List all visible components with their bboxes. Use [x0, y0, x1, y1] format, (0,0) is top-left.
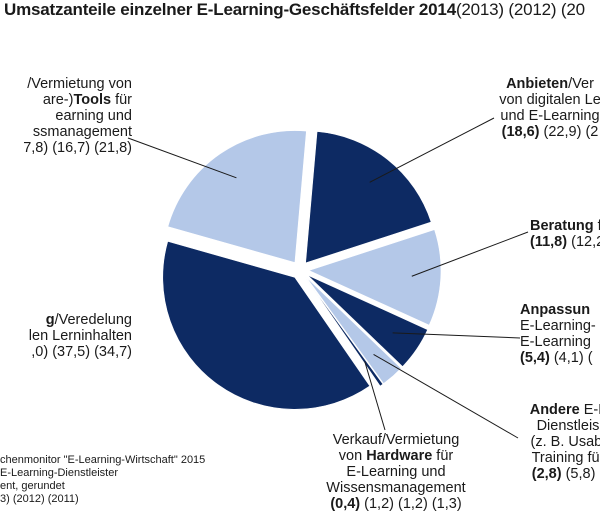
slice-label-line: (11,8) (12,2 [530, 234, 600, 250]
slice-label-anbieten: Anbieten/Ver von digitalen Le und E-Learni… [480, 76, 600, 140]
slice-label-line: Training für [518, 450, 600, 466]
slice-label-text: von [338, 448, 367, 464]
slice-label-line: (18,6) (22,9) (2 [480, 124, 600, 140]
slice-label-line: are-)Tools für [0, 92, 132, 108]
slice-label-bold-text: (2,8) [531, 466, 562, 482]
slice-label-bold-text: (0,4) [330, 496, 361, 512]
slice-label-text: Dienstleis [536, 418, 600, 434]
slice-label-beratung: Beratung f(11,8) (12,2 [530, 218, 600, 250]
leader-line-andere [373, 353, 519, 439]
leader-line-hardware [364, 361, 386, 431]
slice-label-bold-text: g [45, 312, 55, 328]
slice-label-text: 7,8) (16,7) (21,8) [23, 140, 132, 156]
slice-label-text: len Lerninhalten [28, 328, 132, 344]
slice-label-text: (z. B. Usabi [530, 434, 600, 450]
slice-label-line: ,0) (37,5) (34,7) [0, 344, 132, 360]
slice-label-line: (5,4) (4,1) ( [520, 350, 596, 366]
slice-label-text: ,0) (37,5) (34,7) [31, 344, 132, 360]
slice-label-bold-text: (18,6) [501, 124, 540, 140]
slice-label-text: (12,2 [571, 234, 600, 250]
source-note: chenmonitor "E-Learning-Wirtschaft" 2015… [0, 454, 205, 506]
slice-label-text: earning und [55, 108, 132, 124]
slice-label-bold-text: Beratung [530, 218, 594, 234]
leader-line-anpassung [392, 332, 521, 339]
slice-label-bold-text: Hardware [366, 448, 433, 464]
slice-label-line: g/Veredelung [0, 312, 132, 328]
slice-label-line: (2,8) (5,8) ( [518, 466, 600, 482]
slice-label-bold-text: (5,4) [520, 350, 550, 366]
slice-label-line: Beratung f [530, 218, 600, 234]
chart-title-main: Umsatzanteile einzelner E-Learning-Gesch… [4, 0, 456, 19]
slice-label-line: len Lerninhalten [0, 328, 132, 344]
slice-label-text: (1,2) (1,2) (1,3) [360, 496, 462, 512]
slice-label-text: /Vermietung von [27, 76, 132, 92]
slice-label-line: earning und [0, 108, 132, 124]
slice-label-line: Wissensmanagement [316, 480, 476, 496]
slice-label-line: E-Learning und [316, 464, 476, 480]
slice-label-text: (4,1) ( [549, 350, 593, 366]
slice-label-line: Dienstleis [518, 418, 600, 434]
slice-label-line: und E-Learning [480, 108, 600, 124]
slice-label-text: (5,8) ( [561, 466, 600, 482]
slice-label-anpassung: Anpassun E-Learning- E-Learning (5,4) (4,1)… [520, 302, 596, 366]
slice-label-andere: Andere E-LDienstleis(z. B. UsabiTraining… [518, 402, 600, 482]
slice-label-line: Andere E-L [518, 402, 600, 418]
pie-slice-erstellung [162, 241, 371, 410]
chart-title: Umsatzanteile einzelner E-Learning-Gesch… [4, 0, 600, 20]
slice-label-line: Anbieten/Ver [480, 76, 600, 92]
slice-label-tools: /Vermietung von are-)Tools für earning und… [0, 76, 132, 156]
slice-label-line: (0,4) (1,2) (1,2) (1,3) [316, 496, 476, 512]
slice-label-line: ssmanagement [0, 124, 132, 140]
slice-label-line: E-Learning- [520, 318, 596, 334]
leader-line-anbieten [369, 117, 495, 183]
slice-label-text: und E-Learning [500, 108, 600, 124]
source-note-line: E-Learning-Dienstleister [0, 467, 118, 479]
slice-label-line: Verkauf/Vermietung [316, 432, 476, 448]
pie-slice-tools [167, 130, 307, 263]
slice-label-text: (22,9) (2 [539, 124, 599, 140]
slice-label-line: (z. B. Usabi [518, 434, 600, 450]
source-note-line: 3) (2012) (2011) [0, 493, 79, 505]
slice-label-bold-text: Anbieten [506, 76, 569, 92]
leader-line-tools [127, 137, 237, 179]
slice-label-bold-text: Tools [73, 92, 112, 108]
slice-label-line: Anpassun [520, 302, 596, 318]
slice-label-line: von digitalen Le [480, 92, 600, 108]
slice-label-bold-text: Andere [529, 402, 580, 418]
slice-label-text: E-Learning [520, 334, 591, 350]
slice-label-text: /Ver [568, 76, 594, 92]
slice-label-bold-text: (11,8) [530, 234, 568, 250]
slice-label-text: von digitalen Le [499, 92, 600, 108]
slice-label-bold-text: Anpassun [520, 302, 591, 318]
pie-slice-anbieten [305, 131, 432, 264]
slice-label-text: E-Learning- [520, 318, 596, 334]
slice-label-line: von Hardware für [316, 448, 476, 464]
slice-label-text: ssmanagement [32, 124, 132, 140]
slice-label-text: f [597, 218, 600, 234]
slice-label-text: für [432, 448, 454, 464]
pie-slice-hardware [304, 277, 384, 387]
slice-label-erstellung: g/Veredelung len Lerninhalten ,0) (37,5) (… [0, 312, 132, 360]
slice-label-line: 7,8) (16,7) (21,8) [0, 140, 132, 156]
slice-label-line: E-Learning [520, 334, 596, 350]
leader-line-beratung [411, 231, 529, 277]
slice-label-hardware: Verkauf/Vermietung von Hardware für E-Lear… [316, 432, 476, 512]
slice-label-text: E-Learning und [346, 464, 446, 480]
slice-label-text: E-L [583, 402, 600, 418]
slice-label-text: are-) [42, 92, 74, 108]
slice-label-text: Wissensmanagement [326, 480, 466, 496]
source-note-line: ent, gerundet [0, 480, 65, 492]
source-note-line: chenmonitor "E-Learning-Wirtschaft" 2015 [0, 454, 206, 466]
pie-slice-beratung [308, 229, 442, 326]
slice-label-text: für [111, 92, 132, 108]
chart-title-years: (2013) (2012) (20 [455, 0, 585, 19]
slice-label-text: Training für [531, 450, 600, 466]
slice-label-text: Verkauf/Vermietung [332, 432, 460, 448]
slice-label-text: /Veredelung [54, 312, 132, 328]
slice-label-line: /Vermietung von [0, 76, 132, 92]
pie-slice-anpassung [307, 274, 429, 367]
